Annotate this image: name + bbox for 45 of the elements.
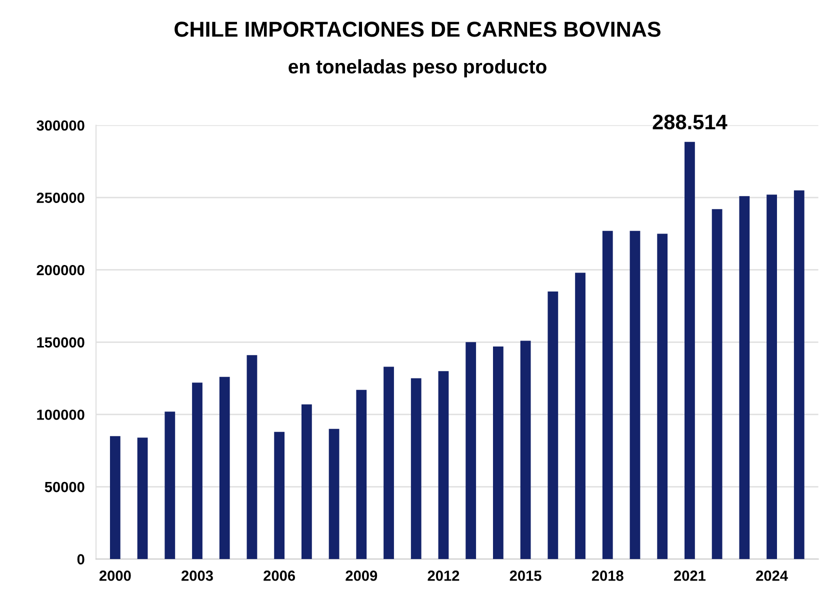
x-tick-label: 2006 (264, 570, 296, 581)
x-tick-label: 2000 (99, 570, 131, 581)
bar (438, 371, 449, 560)
x-tick-label: 2003 (182, 570, 213, 581)
y-tick-label: 300000 (36, 120, 84, 131)
chart-title: CHILE IMPORTACIONES DE CARNES BOVINAS (174, 22, 660, 37)
bar (356, 390, 367, 560)
y-tick-label: 150000 (37, 337, 84, 348)
bar (110, 436, 120, 560)
bar (274, 432, 285, 560)
bar (684, 142, 695, 560)
y-tick-label: 0 (77, 554, 84, 564)
x-tick-label: 2012 (428, 570, 460, 581)
bar (410, 378, 422, 560)
y-tick-label: 100000 (37, 410, 84, 420)
x-tick-label: 2021 (674, 570, 706, 581)
y-tick-label: 200000 (36, 264, 84, 276)
bar (219, 376, 230, 560)
bar (630, 230, 640, 560)
bar (520, 340, 531, 560)
bar (192, 382, 202, 560)
x-tick-label: 2015 (510, 570, 542, 581)
bar (739, 196, 750, 560)
bar (246, 355, 258, 560)
bar (301, 404, 312, 560)
bar (794, 190, 804, 560)
bar (548, 292, 558, 560)
bar (766, 194, 777, 560)
x-tick-label: 2018 (592, 570, 624, 581)
bar (137, 438, 148, 560)
x-tick-label: 2024 (756, 570, 788, 581)
bar (602, 230, 613, 560)
bar (384, 366, 394, 560)
y-tick-label: 250000 (36, 192, 84, 203)
bar (712, 209, 722, 560)
bar (164, 412, 176, 560)
y-tick-label: 50000 (44, 482, 84, 492)
bar (575, 272, 586, 560)
bar (466, 342, 476, 560)
bar (657, 234, 668, 560)
bar (328, 428, 340, 560)
x-tick-label: 2009 (346, 570, 378, 581)
bar (493, 346, 504, 560)
data-label: 288.514 (652, 114, 728, 130)
chart-subtitle: en toneladas peso producto (288, 59, 546, 78)
